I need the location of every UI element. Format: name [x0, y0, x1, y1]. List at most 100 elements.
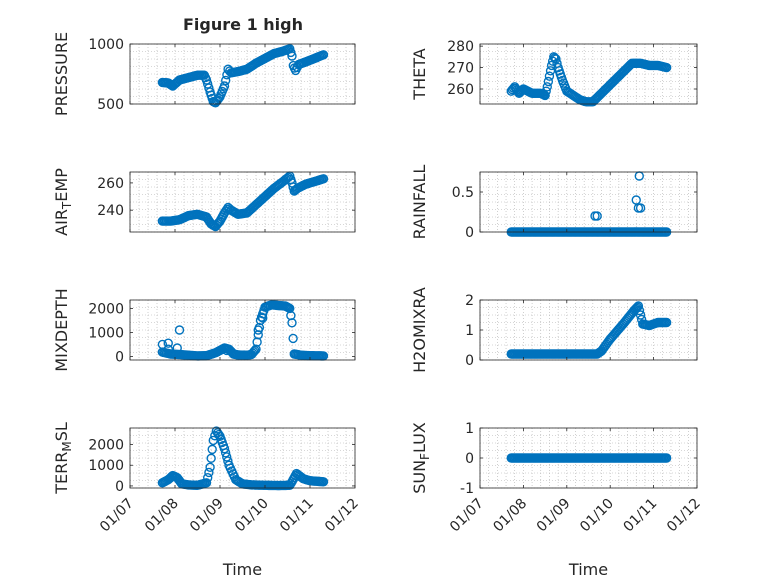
x-tick-label: 01/11 — [277, 496, 317, 536]
data-point — [551, 54, 561, 64]
y-tick-label: 0 — [465, 225, 474, 241]
y-tick-label: 270 — [447, 61, 474, 77]
y-tick-label: 260 — [97, 176, 124, 192]
data-point — [541, 86, 551, 96]
x-tick-label: 01/12 — [664, 496, 704, 536]
data-point — [543, 76, 554, 87]
data-point — [288, 333, 298, 344]
subplot-pressure: 500 1000 PRESSURE — [52, 32, 356, 116]
x-tick-label: 01/08 — [142, 496, 182, 536]
series-markers — [506, 52, 672, 107]
y-tick-label: -1 — [460, 481, 474, 497]
data-point — [634, 305, 645, 316]
y-tick-label: 2 — [465, 293, 474, 309]
y-axis-label: TERRMSL — [52, 422, 74, 495]
data-point — [661, 317, 672, 328]
data-point — [220, 448, 231, 458]
subplot-rainfall: 0 0.5 RAINFALL — [410, 165, 698, 241]
subplot-terr_msl: 01/07 01/08 01/09 01/10 01/11 01/12 Time 0 1000 2… — [52, 422, 362, 579]
data-point — [318, 50, 329, 60]
data-point — [214, 429, 224, 440]
y-axis-label: THETA — [410, 48, 429, 100]
y-tick-label: 0 — [115, 349, 124, 365]
y-tick-label: 0 — [465, 451, 474, 467]
series-markers — [506, 301, 672, 359]
data-point — [201, 478, 212, 488]
x-axis-label: Time — [222, 560, 262, 579]
series-markers — [157, 44, 329, 108]
data-point — [249, 347, 259, 357]
data-point — [287, 318, 297, 328]
data-point — [550, 53, 560, 63]
y-axis-label: SUNFLUX — [410, 422, 432, 494]
data-point — [318, 477, 329, 487]
y-tick-label: 2000 — [88, 301, 124, 317]
data-point — [635, 310, 646, 320]
data-point — [546, 60, 557, 71]
data-point — [258, 313, 268, 323]
data-point — [219, 81, 230, 91]
data-point — [163, 338, 173, 348]
y-axis-label: PRESSURE — [52, 32, 71, 116]
x-tick-label: 01/08 — [490, 496, 530, 536]
x-tick-label: 01/07 — [447, 496, 487, 536]
y-tick-label: 0 — [115, 479, 124, 495]
figure-title: Figure 1 high — [183, 15, 303, 34]
data-point — [287, 51, 297, 61]
data-point — [163, 344, 173, 354]
data-point — [661, 62, 672, 73]
y-tick-label: 1000 — [88, 325, 124, 341]
data-point — [220, 75, 231, 86]
y-axis-label: RAINFALL — [410, 165, 429, 240]
data-point — [250, 345, 260, 356]
y-tick-label: 280 — [447, 39, 474, 55]
data-point — [204, 467, 214, 478]
y-tick-label: 1000 — [88, 37, 124, 53]
data-point — [318, 174, 329, 184]
x-tick-label: 01/12 — [322, 496, 362, 536]
y-tick-label: 1 — [465, 323, 474, 339]
axes-box — [129, 171, 356, 233]
data-point — [542, 82, 552, 92]
data-point — [205, 462, 215, 473]
subplot-air_temp: 240 260 AIRTEMP — [52, 168, 356, 236]
x-tick-label: 01/11 — [621, 496, 661, 536]
x-tick-label: 01/10 — [232, 496, 272, 536]
data-point — [282, 173, 292, 183]
y-tick-label: 1000 — [88, 458, 124, 474]
data-point — [592, 211, 602, 221]
y-axis-label: MIXDEPTH — [52, 288, 71, 371]
y-axis-label: H2OMIXRA — [410, 287, 429, 373]
subplot-sun_flux: 01/07 01/08 01/09 01/10 01/11 01/12 Time -1 0 1 SU… — [410, 421, 704, 579]
grid — [129, 427, 356, 489]
axes-box — [479, 171, 698, 233]
subplot-h2omixra: 0 1 2 H2OMIXRA — [410, 287, 698, 373]
axes-box — [129, 43, 356, 105]
data-point — [540, 90, 550, 101]
x-axis-label: Time — [568, 560, 608, 579]
data-point — [206, 453, 216, 464]
data-point — [544, 71, 555, 81]
x-tick-label: 01/09 — [534, 496, 574, 536]
y-tick-label: 500 — [97, 97, 124, 113]
subplot-mixdepth: 0 1000 2000 MIXDEPTH — [52, 288, 356, 372]
data-point — [172, 343, 182, 353]
y-axis-label: AIRTEMP — [52, 168, 74, 236]
data-point — [222, 345, 232, 356]
y-tick-label: 240 — [97, 203, 124, 219]
data-point — [253, 325, 263, 335]
data-point — [661, 453, 672, 463]
y-tick-label: 0.5 — [452, 185, 474, 201]
axes-box — [129, 299, 356, 361]
x-tick-label: 01/09 — [187, 496, 227, 536]
data-point — [202, 472, 213, 483]
y-tick-label: 0 — [465, 353, 474, 369]
y-tick-label: 1 — [465, 421, 474, 437]
y-tick-label: 2000 — [88, 438, 124, 454]
data-point — [633, 301, 644, 311]
data-point — [222, 452, 232, 462]
data-point — [157, 339, 168, 350]
axes-box — [479, 43, 698, 105]
